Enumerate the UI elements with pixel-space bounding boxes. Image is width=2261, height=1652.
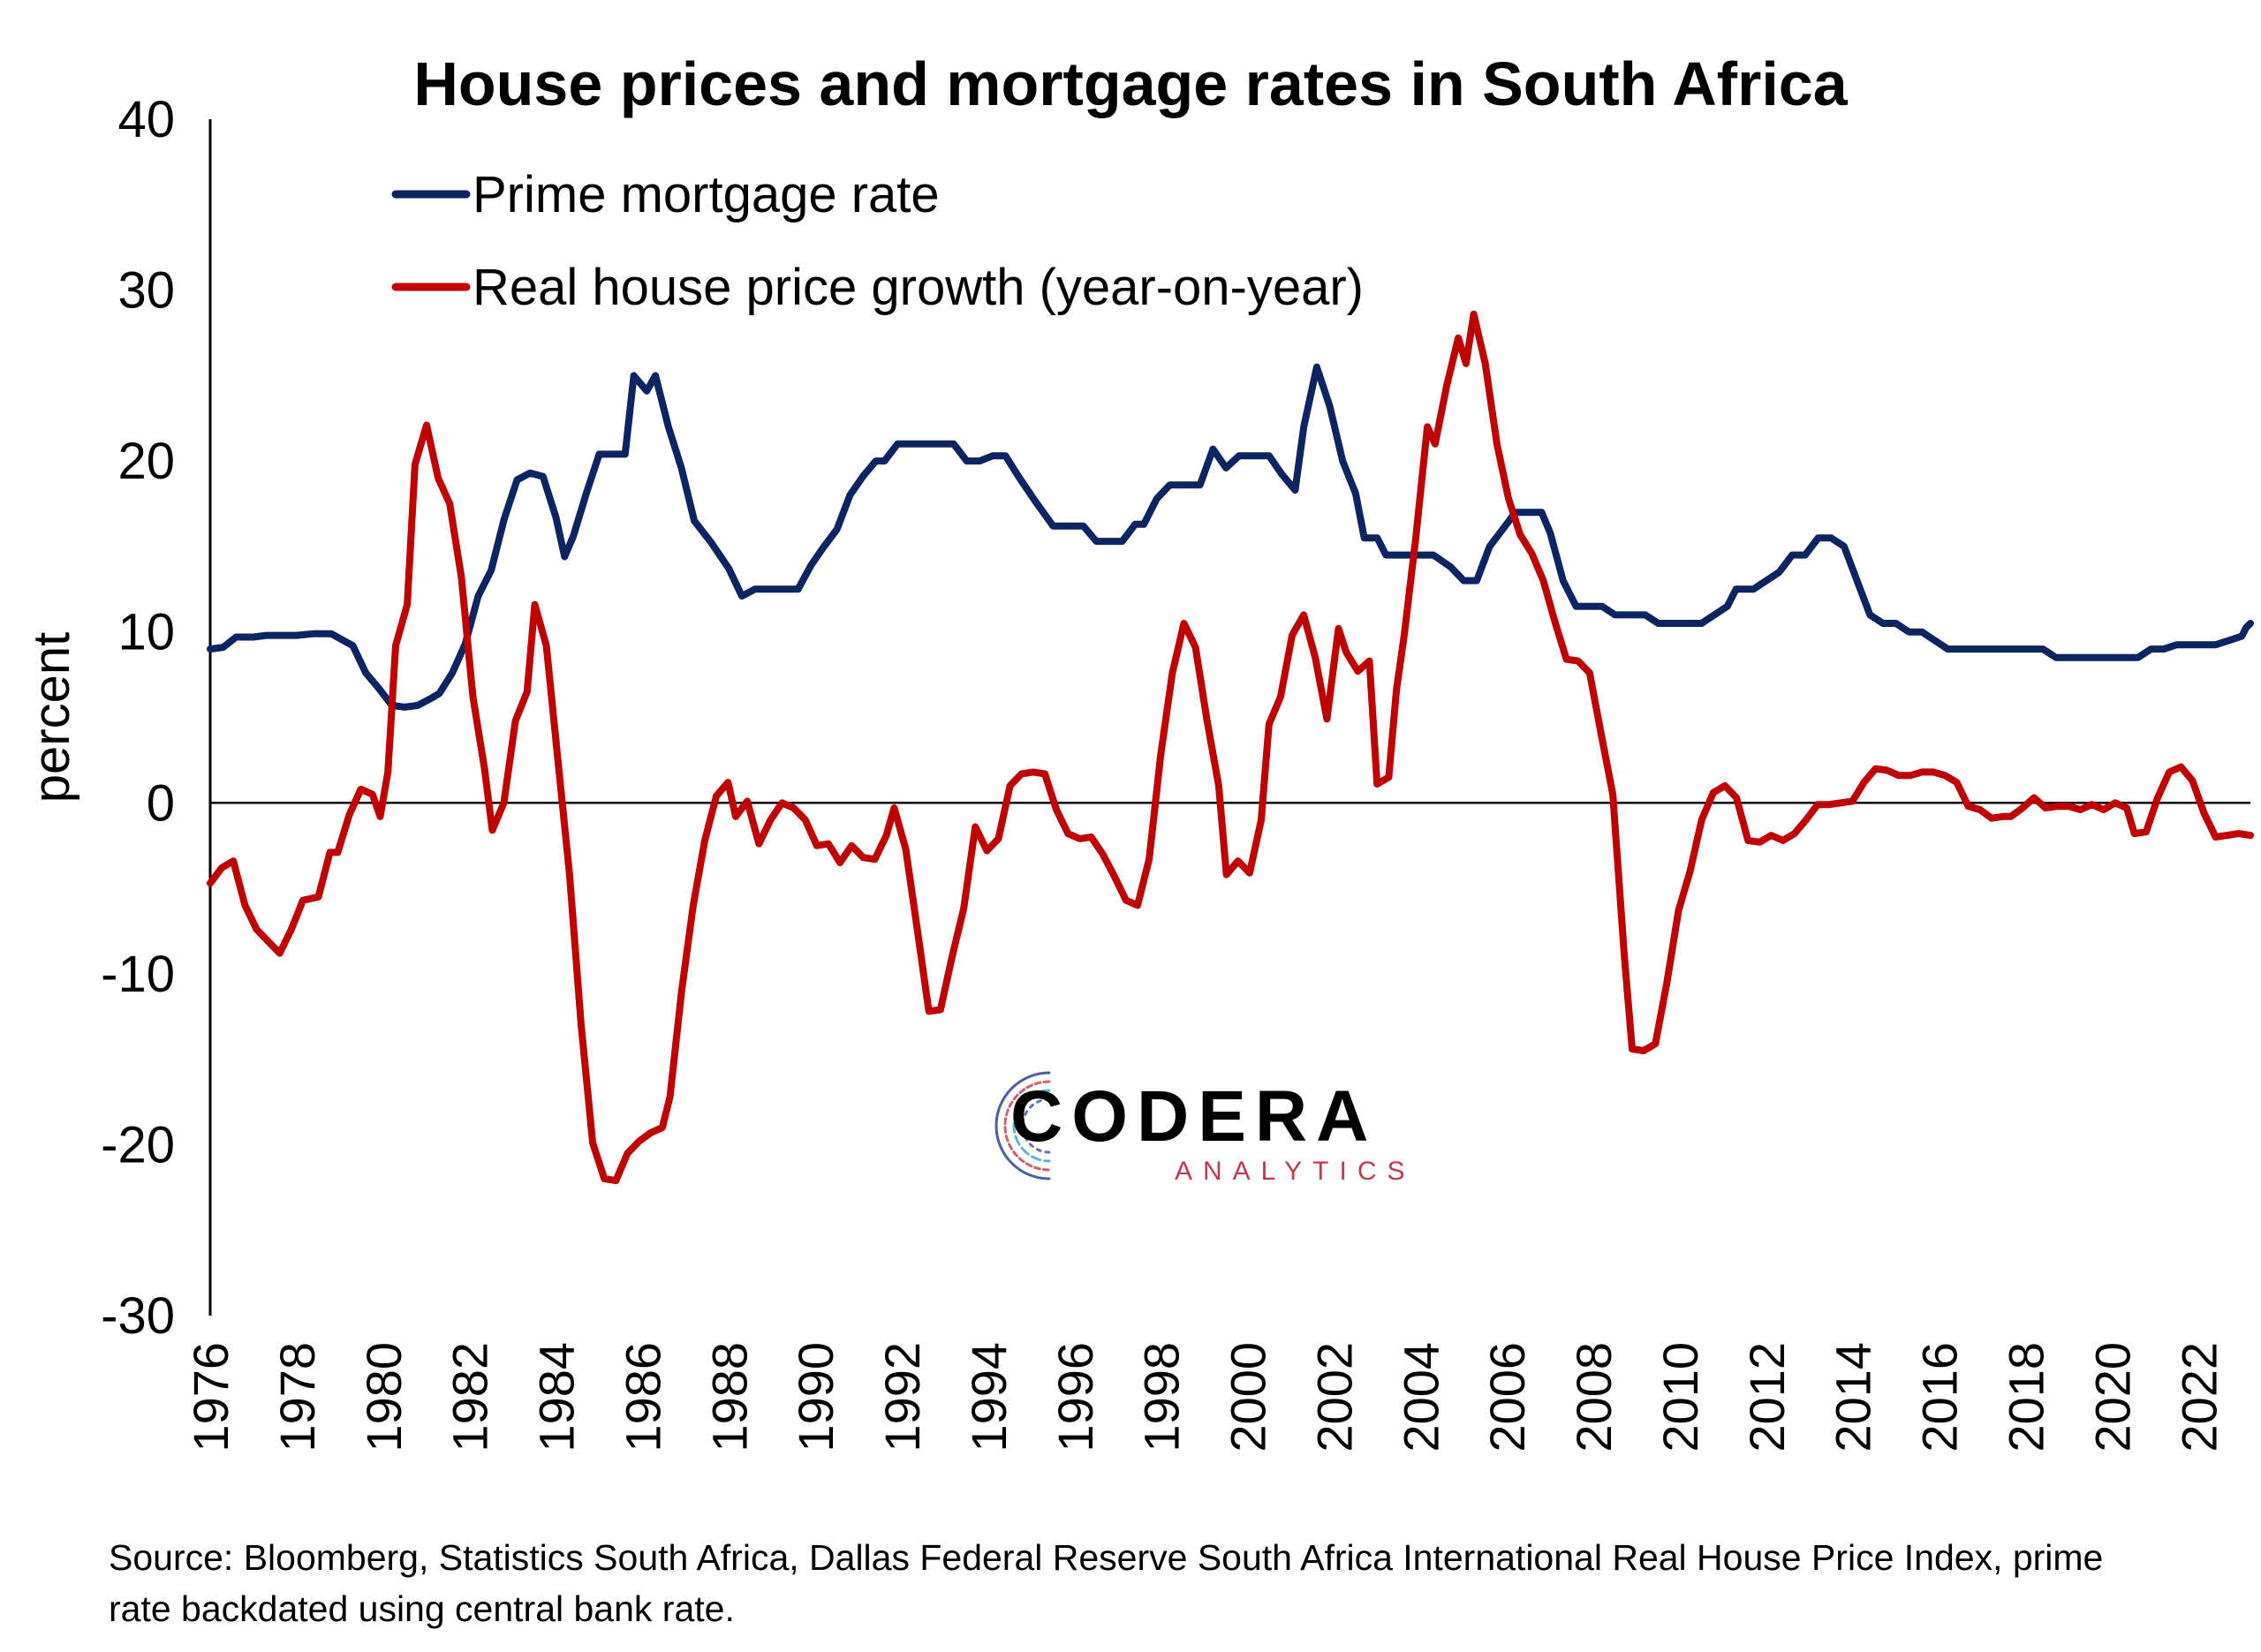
x-tick-label: 2008 (1566, 1342, 1622, 1452)
x-tick-label: 1976 (183, 1342, 238, 1452)
codera-logo-text: CODERA (1010, 1076, 1378, 1157)
x-tick-label: 2012 (1739, 1342, 1795, 1452)
x-tick-label: 2010 (1652, 1342, 1708, 1452)
y-tick-label: -10 (101, 946, 175, 1003)
x-tick-label: 1996 (1047, 1342, 1103, 1452)
chart-title: House prices and mortgage rates in South… (413, 49, 1848, 118)
y-tick-label: 30 (117, 262, 175, 320)
y-tick-label: 20 (117, 433, 175, 490)
source-note: Source: Bloomberg, Statistics South Afri… (109, 1537, 2104, 1629)
series-line-prime-rate (207, 363, 2254, 711)
y-axis-label: percent (23, 632, 80, 803)
x-tick-label: 1986 (615, 1342, 670, 1452)
series-line-house-price-growth (207, 310, 2254, 1185)
x-tick-label: 2004 (1393, 1342, 1448, 1452)
y-tick-label: 40 (117, 91, 175, 148)
x-tick-label: 1978 (269, 1342, 325, 1452)
x-tick-label: 1992 (874, 1342, 930, 1452)
legend-label: Prime mortgage rate (473, 166, 940, 223)
x-tick-label: 1988 (701, 1342, 757, 1452)
x-tick-label: 2022 (2171, 1342, 2227, 1452)
x-tick-labels: 1976 1978 1980 1982 1984 1986 1988 1990 1992 1994… (183, 1342, 2227, 1452)
y-tick-label: 10 (117, 604, 175, 661)
y-tick-labels: -30 -20 -10 0 10 20 30 40 (101, 91, 175, 1345)
x-tick-label: 1990 (788, 1342, 843, 1452)
codera-logo-subtext: ANALYTICS (1175, 1157, 1416, 1186)
y-tick-label: -30 (101, 1287, 175, 1345)
axes: percent (23, 119, 2250, 1316)
x-tick-label: 2018 (1999, 1342, 2054, 1452)
x-tick-label: 2006 (1479, 1342, 1535, 1452)
x-tick-label: 2020 (2084, 1342, 2140, 1452)
x-tick-label: 1980 (356, 1342, 412, 1452)
x-tick-label: 1994 (961, 1342, 1017, 1452)
x-tick-label: 1982 (442, 1342, 498, 1452)
x-tick-label: 1998 (1134, 1342, 1190, 1452)
y-tick-label: -20 (101, 1116, 175, 1173)
x-tick-label: 1984 (529, 1342, 585, 1452)
x-tick-label: 2014 (1826, 1342, 1881, 1452)
legend-label: Real house price growth (year-on-year) (473, 259, 1364, 316)
legend: Prime mortgage rate Real house price grow… (391, 166, 1364, 316)
y-tick-label: 0 (147, 774, 175, 832)
series-lines (207, 310, 2254, 1185)
codera-logo-mark (994, 1071, 1051, 1181)
x-tick-label: 2016 (1912, 1342, 1968, 1452)
x-tick-label: 2000 (1221, 1342, 1276, 1452)
x-tick-label: 2002 (1306, 1342, 1362, 1452)
